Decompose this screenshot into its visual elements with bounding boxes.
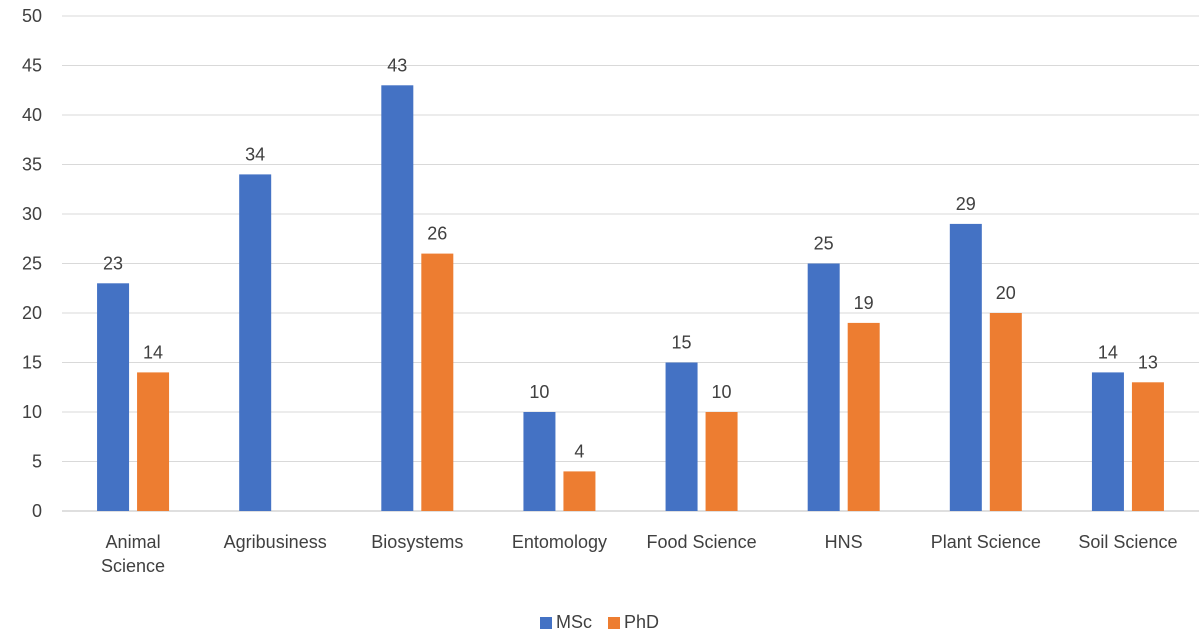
legend-item-phd: PhD xyxy=(607,612,659,633)
data-label: 10 xyxy=(529,382,549,402)
y-tick-label: 20 xyxy=(22,303,42,323)
legend-swatch-msc xyxy=(539,616,552,629)
bar-chart: 0 5 10 15 20 25 30 35 40 45 50 23 14 Animal Science 34 A… xyxy=(22,6,1199,576)
bar-msc xyxy=(665,362,698,511)
x-tick-label: Plant Science xyxy=(931,532,1041,552)
bar-phd xyxy=(137,372,170,511)
bar-phd xyxy=(847,322,880,511)
bar-msc xyxy=(381,85,414,512)
y-tick-label: 30 xyxy=(22,204,42,224)
data-label: 25 xyxy=(814,234,834,254)
data-label: 4 xyxy=(574,441,584,461)
data-label: 29 xyxy=(956,194,976,214)
bar-msc xyxy=(523,412,556,511)
bar-phd xyxy=(421,253,454,511)
legend-item-msc: MSc xyxy=(539,612,592,633)
bar-msc xyxy=(949,223,982,511)
legend: MSc PhD xyxy=(0,612,1199,633)
y-tick-label: 45 xyxy=(22,56,42,76)
x-tick-label: Animal xyxy=(106,532,161,552)
data-label: 10 xyxy=(712,382,732,402)
bar-phd xyxy=(1131,382,1164,511)
data-label: 34 xyxy=(245,144,265,164)
data-label: 13 xyxy=(1138,352,1158,372)
x-tick-label: Entomology xyxy=(512,532,607,552)
data-label: 26 xyxy=(427,224,447,244)
y-tick-label: 5 xyxy=(32,452,42,472)
data-label: 43 xyxy=(387,55,407,75)
bar-msc xyxy=(239,174,272,511)
x-tick-label: Biosystems xyxy=(371,532,463,552)
bar-msc xyxy=(807,263,840,511)
data-label: 15 xyxy=(672,333,692,353)
y-tick-label: 10 xyxy=(22,402,42,422)
bar-msc xyxy=(1091,372,1124,511)
y-tick-label: 0 xyxy=(32,501,42,521)
legend-label-phd: PhD xyxy=(623,612,659,632)
x-tick-label: Food Science xyxy=(647,532,757,552)
bar-phd xyxy=(705,412,738,511)
y-tick-label: 25 xyxy=(22,254,42,274)
legend-label-msc: MSc xyxy=(555,612,592,632)
data-label: 20 xyxy=(996,283,1016,303)
x-tick-label: HNS xyxy=(825,532,863,552)
y-tick-label: 15 xyxy=(22,353,42,373)
data-label: 14 xyxy=(1098,342,1118,362)
y-tick-label: 35 xyxy=(22,155,42,175)
y-tick-label: 50 xyxy=(22,6,42,26)
legend-swatch-phd xyxy=(607,616,620,629)
data-label: 19 xyxy=(854,293,874,313)
y-tick-label: 40 xyxy=(22,105,42,125)
x-tick-label: Soil Science xyxy=(1078,532,1177,552)
data-label: 23 xyxy=(103,253,123,273)
bar-phd xyxy=(563,471,596,511)
data-label: 14 xyxy=(143,342,163,362)
bar-phd xyxy=(989,313,1022,511)
x-tick-label: Agribusiness xyxy=(224,532,327,552)
x-tick-label: Science xyxy=(101,556,165,576)
bar-msc xyxy=(97,283,130,511)
